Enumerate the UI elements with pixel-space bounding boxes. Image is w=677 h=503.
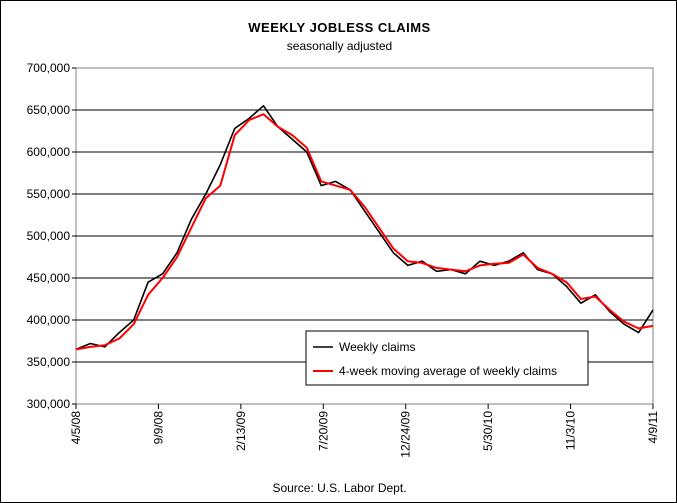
y-axis-ticks: 300,000 350,000 400,000 450,000 500,000 550,0…: [27, 61, 76, 411]
chart-subtitle: seasonally adjusted: [286, 39, 393, 53]
x-tick-label: 4/9/11: [646, 411, 660, 444]
series-lines: [75, 105, 654, 351]
chart-source: Source: U.S. Labor Dept.: [272, 481, 407, 495]
x-tick-label: 9/9/08: [151, 411, 165, 445]
y-tick-label: 500,000: [27, 229, 71, 243]
y-tick-label: 550,000: [27, 187, 71, 201]
series-line-weekly-claims: [75, 105, 654, 351]
y-tick-label: 400,000: [27, 313, 71, 327]
legend: Weekly claims 4-week moving average of w…: [305, 330, 589, 386]
x-tick-label: 4/5/08: [69, 411, 83, 445]
x-tick-label: 12/24/09: [399, 411, 413, 458]
y-tick-label: 450,000: [27, 271, 71, 285]
y-tick-label: 650,000: [27, 103, 71, 117]
y-tick-label: 350,000: [27, 355, 71, 369]
legend-box: [305, 330, 589, 386]
x-tick-label: 11/3/10: [564, 411, 578, 450]
x-axis-ticks: 4/5/08 9/9/08 2/13/09 7/20/09 12/24/09 5/30/1…: [69, 404, 660, 458]
x-tick-label: 2/13/09: [234, 411, 248, 451]
y-tick-label: 700,000: [27, 61, 71, 75]
legend-label-average: 4-week moving average of weekly claims: [339, 364, 557, 378]
y-tick-label: 600,000: [27, 145, 71, 159]
series-line-4-week-average: [75, 113, 654, 351]
y-tick-label: 300,000: [27, 397, 71, 411]
chart-title: WEEKLY JOBLESS CLAIMS: [248, 20, 431, 35]
x-tick-label: 7/20/09: [316, 411, 330, 451]
legend-label-weekly: Weekly claims: [339, 340, 415, 354]
x-tick-label: 5/30/10: [481, 411, 495, 451]
